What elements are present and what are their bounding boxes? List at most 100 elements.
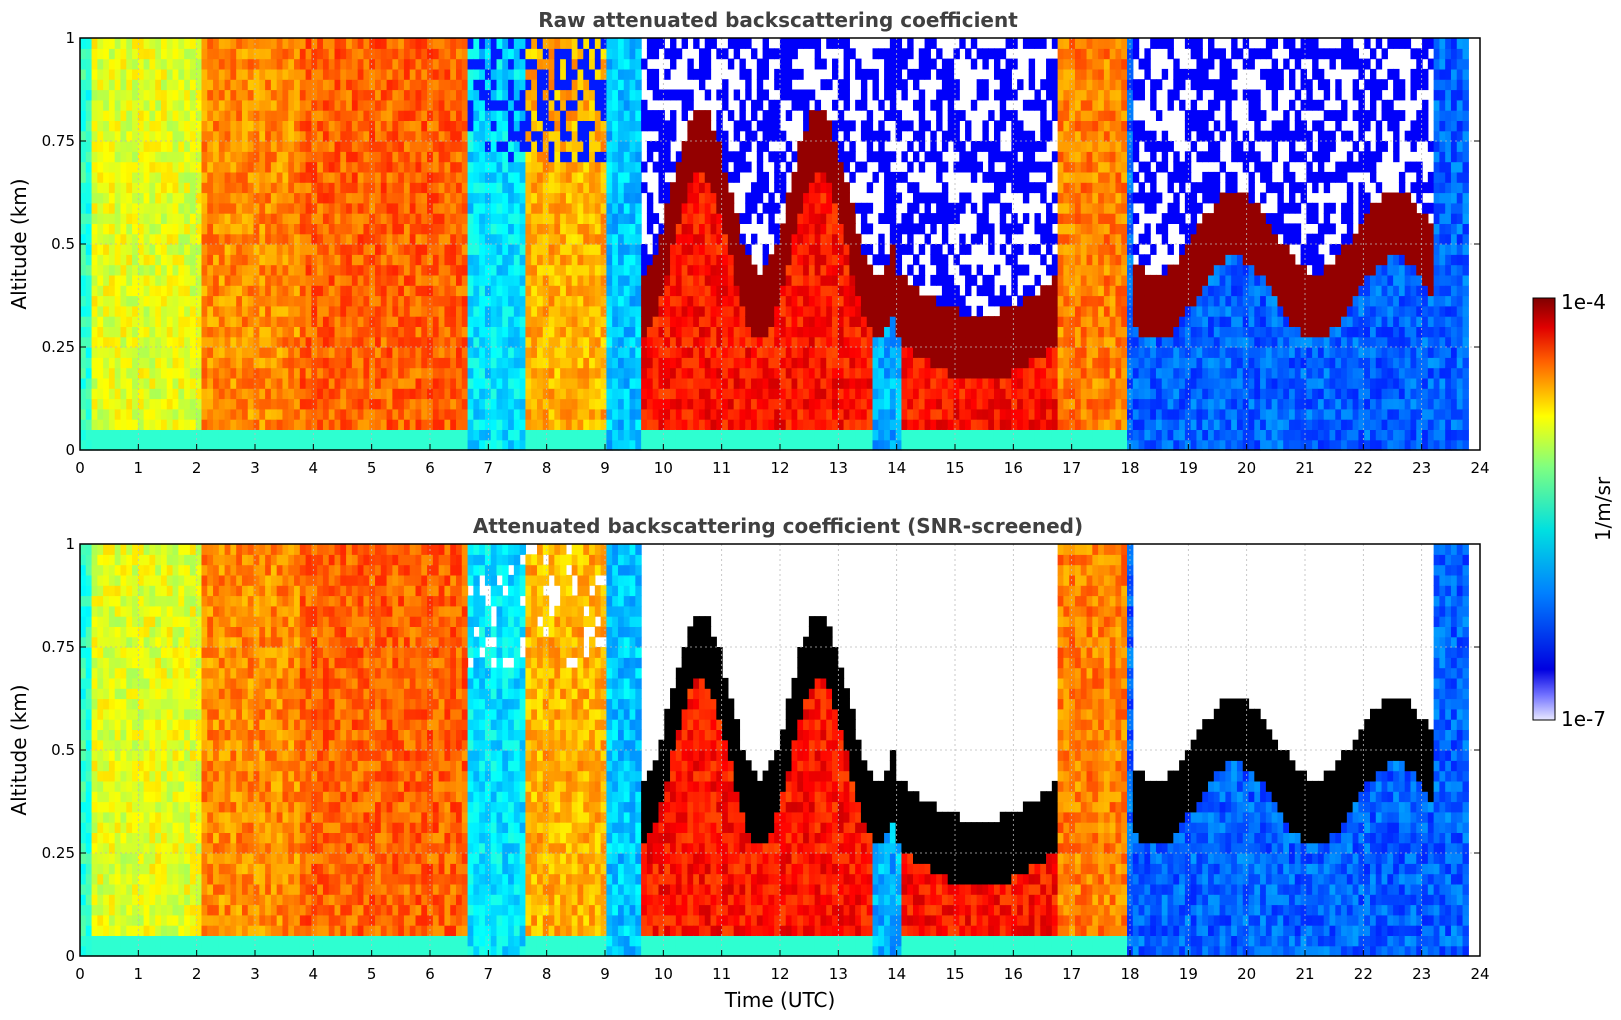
heatmap-cell [369, 130, 376, 142]
heatmap-cell [722, 408, 729, 420]
heatmap-cell [126, 295, 133, 307]
heatmap-cell [311, 429, 318, 441]
heatmap-cell [299, 120, 307, 132]
heatmap-cell [461, 264, 469, 276]
heatmap-cell [103, 388, 110, 400]
heatmap-cell [473, 38, 480, 49]
heatmap-cell [733, 429, 741, 441]
heatmap-cell [126, 377, 133, 389]
heatmap-cell [369, 38, 376, 49]
heatmap-cell [357, 244, 365, 255]
heatmap-cell [241, 48, 249, 60]
heatmap-cell [398, 99, 405, 111]
heatmap-cell [276, 182, 284, 194]
heatmap-cell [565, 336, 573, 348]
heatmap-cell [288, 223, 295, 235]
heatmap-cell [438, 58, 446, 70]
heatmap-cell [658, 357, 665, 369]
heatmap-cell [698, 110, 706, 121]
heatmap-cell [137, 408, 145, 420]
heatmap-cell [716, 48, 723, 60]
heatmap-cell [490, 285, 498, 297]
heatmap-cell [600, 295, 608, 307]
heatmap-cell [213, 213, 220, 224]
heatmap-cell [207, 182, 214, 194]
heatmap-cell [398, 161, 405, 173]
heatmap-cell [774, 285, 781, 297]
heatmap-cell [91, 285, 98, 297]
heatmap-cell [531, 316, 538, 327]
heatmap-cell [473, 233, 480, 245]
heatmap-cell [832, 326, 839, 338]
heatmap-cell [791, 398, 798, 410]
heatmap-cell [797, 316, 804, 327]
heatmap-cell [224, 419, 231, 430]
heatmap-cell [496, 285, 503, 297]
heatmap-cell [253, 223, 260, 235]
heatmap-cell [311, 357, 318, 369]
heatmap-cell [380, 182, 388, 194]
heatmap-cell [508, 38, 515, 49]
heatmap-cell [103, 295, 110, 307]
heatmap-cell [560, 99, 567, 111]
heatmap-cell [803, 377, 810, 389]
heatmap-cell [808, 264, 816, 276]
heatmap-cell [710, 130, 717, 142]
heatmap-cell [97, 336, 104, 348]
heatmap-cell [97, 141, 104, 152]
heatmap-cell [554, 79, 561, 91]
heatmap-cell [733, 347, 741, 358]
heatmap-cell [704, 130, 712, 142]
heatmap-cell [583, 89, 590, 101]
heatmap-cell [814, 398, 822, 410]
heatmap-cell [479, 244, 486, 255]
heatmap-cell [623, 357, 631, 369]
heatmap-cell [774, 99, 781, 111]
heatmap-cell [473, 295, 480, 307]
heatmap-cell [317, 377, 324, 389]
heatmap-cell [670, 347, 677, 358]
heatmap-cell [299, 398, 307, 410]
heatmap-cell [311, 264, 318, 276]
heatmap-cell [525, 264, 532, 276]
heatmap-cell [589, 367, 596, 379]
heatmap-cell [467, 120, 474, 132]
heatmap-cell [450, 151, 457, 163]
heatmap-cell [519, 182, 527, 194]
heatmap-cell [230, 316, 237, 327]
heatmap-cell [583, 419, 590, 430]
heatmap-cell [606, 367, 613, 379]
heatmap-cell [774, 110, 781, 121]
heatmap-cell [380, 254, 388, 266]
heatmap-cell [479, 202, 486, 214]
heatmap-cell [751, 305, 758, 317]
heatmap-cell [490, 336, 498, 348]
heatmap-cell [218, 79, 226, 91]
heatmap-cell [334, 295, 341, 307]
heatmap-cell [716, 285, 723, 297]
heatmap-cell [456, 347, 463, 358]
heatmap-cell [779, 326, 787, 338]
heatmap-cell [253, 274, 260, 286]
heatmap-cell [415, 429, 422, 441]
heatmap-cell [351, 68, 359, 80]
heatmap-cell [207, 99, 214, 111]
heatmap-cell [600, 367, 608, 379]
heatmap-cell [392, 223, 399, 235]
heatmap-cell [565, 38, 573, 49]
heatmap-cell [270, 326, 278, 338]
heatmap-cell [502, 336, 509, 348]
heatmap-cell [583, 223, 590, 235]
heatmap-cell [681, 89, 688, 101]
heatmap-cell [259, 305, 266, 317]
heatmap-cell [589, 58, 596, 70]
heatmap-cell [716, 326, 723, 338]
heatmap-cell [832, 254, 839, 266]
heatmap-cell [832, 347, 839, 358]
heatmap-cell [779, 388, 787, 400]
heatmap-cell [652, 213, 660, 224]
heatmap-cell [479, 182, 486, 194]
heatmap-cell [80, 357, 87, 369]
heatmap-cell [247, 347, 255, 358]
heatmap-cell [479, 285, 486, 297]
